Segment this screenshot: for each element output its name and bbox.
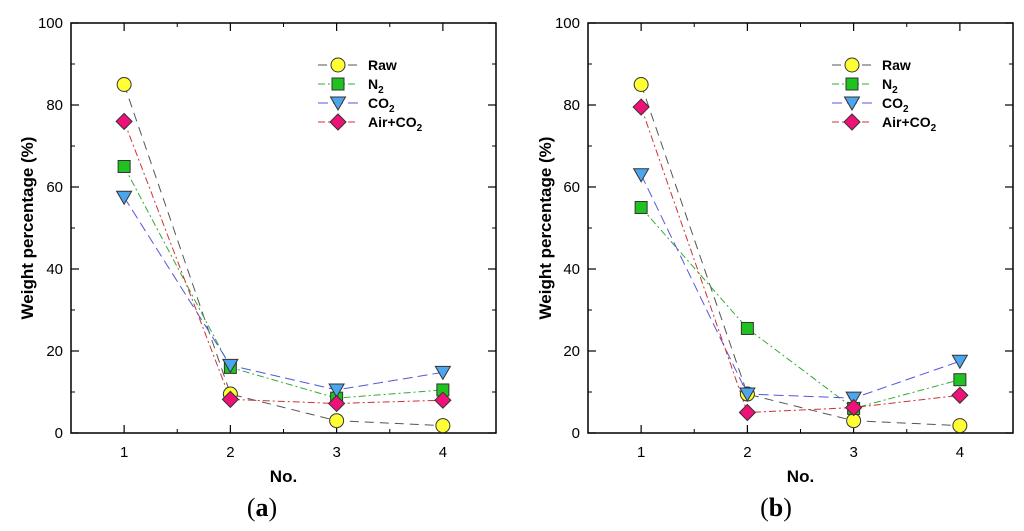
series-line-Air+CO2 xyxy=(640,106,960,414)
legend-label: Raw xyxy=(368,57,397,73)
legend-label: N2 xyxy=(368,76,384,96)
data-point-CO2 xyxy=(434,365,452,381)
data-point-Raw xyxy=(952,418,968,434)
data-point-N2 xyxy=(117,160,131,173)
plot-frame xyxy=(70,22,497,434)
data-point-CO2 xyxy=(115,190,133,206)
x-axis-label: No. xyxy=(270,467,297,486)
y-tick-label: 0 xyxy=(572,425,580,442)
legend-label: CO2 xyxy=(368,95,395,115)
legend-marker xyxy=(843,96,861,112)
y-tick-label: 80 xyxy=(563,97,580,114)
x-tick-label: 4 xyxy=(956,444,964,461)
series-line-Raw xyxy=(123,84,443,427)
legend-marker xyxy=(844,57,860,73)
legend-marker xyxy=(845,77,859,91)
data-point-CO2 xyxy=(845,391,862,407)
data-point-CO2 xyxy=(222,358,239,374)
data-point-Air+CO2 xyxy=(221,390,240,409)
y-tick-label: 40 xyxy=(46,261,63,278)
x-tick-label: 1 xyxy=(120,444,128,461)
y-tick-label: 20 xyxy=(46,343,63,360)
chart-panel-a: 0 20 40 60 80 100 1 2 3 4 No. Weight percentage (%)… xyxy=(18,15,497,522)
y-tick-label: 0 xyxy=(55,425,63,442)
y-tick-label: 100 xyxy=(38,15,63,32)
y-axis-label: Weight percentage (%) xyxy=(536,137,555,320)
data-point-N2 xyxy=(953,373,967,387)
data-point-Raw xyxy=(633,77,649,92)
legend-label: N2 xyxy=(882,76,898,96)
y-tick-label: 20 xyxy=(563,343,580,360)
data-point-CO2 xyxy=(328,383,345,398)
data-point-Air+CO2 xyxy=(115,112,133,131)
legend-marker xyxy=(329,96,347,112)
x-tick-label: 2 xyxy=(743,444,751,461)
data-point-Raw xyxy=(329,413,345,429)
legend-label: CO2 xyxy=(882,95,909,115)
legend-label: Air+CO2 xyxy=(882,114,937,134)
data-point-Air+CO2 xyxy=(951,386,969,404)
panel-caption: (a) xyxy=(247,493,277,522)
series-line-CO2 xyxy=(123,196,443,391)
y-tick-label: 40 xyxy=(563,261,580,278)
data-point-CO2 xyxy=(951,354,969,370)
legend-label: Air+CO2 xyxy=(368,114,423,134)
series-line-N2 xyxy=(640,207,961,409)
legend-marker xyxy=(843,113,861,131)
legend-marker xyxy=(331,77,345,91)
data-point-Air+CO2 xyxy=(844,398,863,417)
panel-caption: (b) xyxy=(760,493,792,522)
y-tick-label: 60 xyxy=(563,179,580,196)
plot-frame xyxy=(587,22,1014,434)
data-point-N2 xyxy=(634,201,648,214)
y-axis-label: Weight percentage (%) xyxy=(18,137,37,320)
y-tick-label: 60 xyxy=(46,179,63,196)
x-tick-label: 3 xyxy=(332,444,340,461)
legend-marker xyxy=(330,57,346,73)
data-point-Raw xyxy=(435,418,451,434)
series-line-CO2 xyxy=(640,174,961,399)
legend-label: Raw xyxy=(882,57,911,73)
x-axis-label: No. xyxy=(787,467,814,486)
data-point-Air+CO2 xyxy=(434,391,452,409)
series-line-Air+CO2 xyxy=(123,121,443,404)
series-line-N2 xyxy=(123,166,443,399)
data-point-CO2 xyxy=(632,168,650,183)
data-point-Air+CO2 xyxy=(738,403,757,422)
legend-marker xyxy=(329,113,347,131)
x-tick-label: 4 xyxy=(439,444,447,461)
data-point-CO2 xyxy=(739,387,756,403)
y-tick-label: 80 xyxy=(46,97,63,114)
data-point-Raw xyxy=(116,77,132,92)
data-point-Air+CO2 xyxy=(327,394,346,413)
series-line-Raw xyxy=(640,84,960,427)
x-tick-label: 2 xyxy=(226,444,234,461)
x-tick-label: 3 xyxy=(849,444,857,461)
x-tick-label: 1 xyxy=(637,444,645,461)
y-tick-label: 100 xyxy=(555,15,580,32)
chart-panel-b: 0 20 40 60 80 100 1 2 3 4 No. Weight percentage (%)… xyxy=(536,15,1014,522)
data-point-Air+CO2 xyxy=(632,98,650,116)
data-point-N2 xyxy=(740,321,754,335)
